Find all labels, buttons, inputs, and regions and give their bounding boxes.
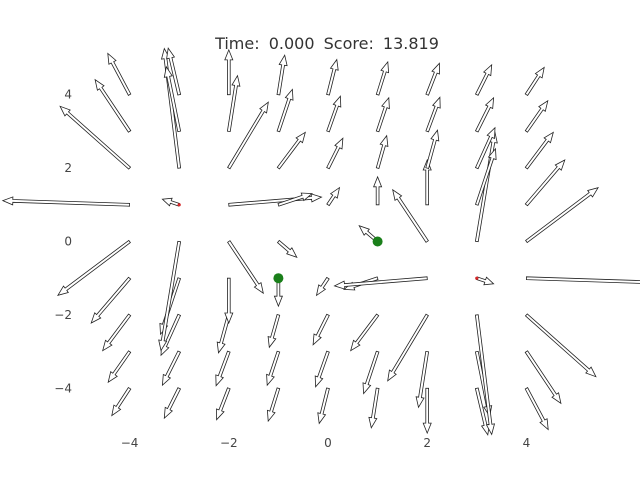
field-arrow	[57, 239, 131, 296]
field-arrow	[425, 62, 440, 96]
field-arrow	[107, 350, 132, 384]
field-source	[177, 203, 181, 207]
field-arrow	[161, 350, 182, 387]
field-arrow	[524, 159, 566, 207]
field-arrow	[59, 105, 132, 170]
player-token[interactable]	[273, 273, 284, 284]
field-arrow	[111, 386, 132, 417]
field-arrow	[277, 192, 314, 207]
hud-title: Time: 0.000 Score: 13.819	[214, 34, 439, 53]
x-tick-label: −2	[220, 436, 238, 450]
x-tick-label: 0	[324, 436, 332, 450]
field-arrow	[315, 276, 330, 297]
field-arrow	[326, 95, 342, 133]
field-arrow	[474, 147, 497, 206]
field-arrow	[524, 131, 554, 170]
field-arrow	[228, 193, 323, 207]
field-arrow	[422, 158, 432, 206]
field-arrow	[425, 129, 440, 169]
field-arrow	[276, 88, 294, 133]
x-tick-label: 4	[523, 436, 531, 450]
field-arrow	[474, 63, 493, 96]
field-arrow	[227, 101, 269, 170]
x-tick-label: 2	[423, 436, 431, 450]
field-arrow	[350, 313, 380, 352]
field-arrow	[375, 134, 389, 170]
field-arrow	[333, 276, 428, 290]
players[interactable]	[273, 236, 383, 284]
y-axis-ticks: 4 2 0 −2 −4	[54, 88, 72, 396]
field-arrow	[474, 96, 495, 133]
field-arrow	[312, 313, 330, 346]
score-label: Score:	[324, 34, 374, 53]
field-arrow	[475, 276, 495, 286]
field-arrow	[215, 350, 231, 387]
y-tick-label: 2	[64, 161, 72, 175]
field-arrow	[224, 277, 234, 325]
field-arrow	[158, 240, 182, 352]
field-arrow	[1, 196, 131, 207]
field-arrow	[102, 313, 132, 352]
field-arrow	[326, 58, 339, 96]
field-arrow	[267, 313, 281, 349]
time-label: Time:	[214, 34, 260, 53]
y-tick-label: −2	[54, 308, 72, 322]
field-arrow	[422, 387, 432, 435]
field-sources	[177, 203, 479, 280]
player-token[interactable]	[372, 236, 383, 247]
field-arrow	[375, 96, 390, 133]
field-arrow	[227, 240, 264, 295]
field-source	[475, 276, 479, 280]
field-arrow	[163, 65, 182, 133]
field-arrow	[266, 350, 281, 387]
field-arrow	[276, 239, 298, 259]
field-arrow	[166, 47, 182, 96]
field-arrow	[266, 387, 281, 423]
y-tick-label: 0	[64, 235, 72, 249]
field-arrow	[524, 66, 545, 97]
field-arrow	[326, 186, 341, 207]
field-arrow	[524, 387, 549, 431]
field-arrow	[375, 60, 390, 96]
field-arrow	[474, 314, 496, 436]
field-arrow	[526, 276, 640, 284]
field-arrow	[216, 387, 231, 421]
y-tick-label: 4	[64, 88, 72, 102]
field-arrow	[425, 96, 441, 133]
field-arrow	[314, 350, 330, 388]
field-arrow	[90, 276, 132, 324]
field-arrow	[317, 387, 330, 425]
score-value: 13.819	[383, 34, 439, 53]
field-arrow	[224, 48, 234, 96]
field-arrow	[415, 350, 430, 409]
field-arrow	[524, 313, 597, 378]
field-arrow	[107, 52, 132, 96]
field-arrow	[326, 137, 344, 170]
y-tick-label: −4	[54, 381, 72, 395]
field-arrow	[276, 54, 288, 96]
field-arrow	[373, 175, 383, 206]
field-arrow	[161, 197, 181, 207]
x-axis-ticks: −4 −2 0 2 4	[121, 436, 530, 450]
field-arrow	[387, 313, 429, 382]
field-arrow	[94, 78, 132, 133]
field-arrow	[226, 74, 241, 133]
field-arrow	[276, 131, 306, 170]
x-tick-label: −4	[121, 436, 139, 450]
field-arrow	[362, 350, 380, 395]
field-arrow	[392, 188, 429, 243]
time-value: 0.000	[269, 34, 315, 53]
field-arrow	[163, 387, 182, 420]
field-arrow	[524, 350, 562, 405]
field-arrow	[368, 387, 380, 429]
field-arrow	[525, 187, 599, 244]
field-arrow	[474, 126, 496, 170]
vector-field	[1, 47, 640, 436]
field-arrow	[524, 99, 549, 133]
